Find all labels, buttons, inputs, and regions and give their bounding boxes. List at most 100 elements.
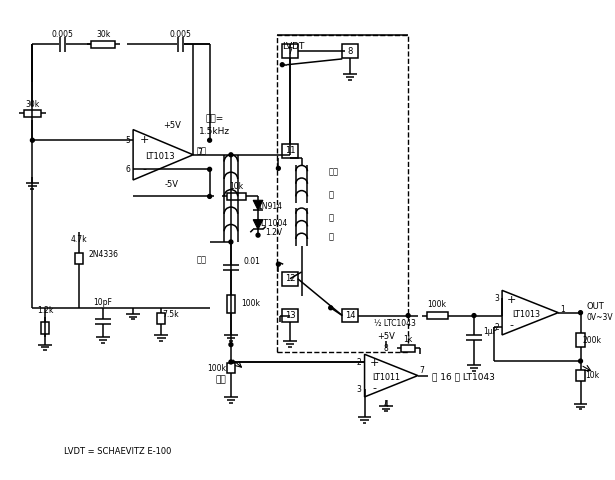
Text: 2: 2 [357, 358, 362, 367]
Text: +: + [370, 358, 379, 368]
Bar [157, 312, 165, 324]
Bar [402, 345, 415, 352]
Circle shape [229, 360, 233, 364]
Text: 红蓝: 红蓝 [329, 168, 339, 177]
Text: 黄红: 黄红 [197, 255, 207, 264]
Text: +5V: +5V [163, 121, 181, 130]
Text: 7: 7 [287, 47, 293, 56]
Text: LT1004: LT1004 [260, 219, 287, 228]
Text: 5: 5 [125, 136, 130, 145]
Bar [576, 370, 585, 382]
Text: 200k: 200k [582, 336, 601, 345]
Text: 100k: 100k [427, 300, 446, 310]
Bar [227, 193, 247, 200]
Circle shape [406, 313, 410, 317]
Text: 11: 11 [285, 146, 295, 156]
Text: OUT: OUT [586, 302, 604, 312]
Text: 8: 8 [384, 344, 388, 353]
Text: 至 16 脚 LT1043: 至 16 脚 LT1043 [432, 372, 495, 381]
Text: 2: 2 [494, 323, 499, 332]
Text: +: + [140, 135, 149, 145]
Text: 1: 1 [560, 305, 565, 314]
Text: 2N4336: 2N4336 [88, 250, 118, 259]
Bar [282, 272, 298, 286]
Bar [227, 363, 235, 372]
Text: 100k: 100k [207, 364, 226, 373]
Bar [343, 309, 358, 322]
Text: +5V: +5V [377, 332, 395, 341]
Bar [427, 312, 448, 319]
Circle shape [276, 262, 280, 266]
Polygon shape [253, 220, 263, 229]
Text: 10pF: 10pF [93, 299, 113, 308]
Text: LT1013: LT1013 [512, 310, 541, 319]
Text: 1.5kHz: 1.5kHz [199, 127, 230, 136]
Text: -: - [372, 383, 376, 393]
Text: 8: 8 [347, 47, 353, 56]
Circle shape [280, 63, 284, 67]
Text: 30k: 30k [25, 100, 39, 109]
Text: 3: 3 [357, 384, 362, 394]
Text: 频率=: 频率= [205, 114, 224, 123]
Text: 1N914: 1N914 [257, 202, 282, 211]
Text: LVDT: LVDT [282, 42, 304, 51]
Text: 10k: 10k [585, 371, 599, 380]
Text: 黄黑: 黄黑 [197, 146, 207, 156]
Circle shape [229, 240, 233, 244]
Text: LVDT = SCHAEVITZ E-100: LVDT = SCHAEVITZ E-100 [65, 446, 172, 456]
Text: 0.005: 0.005 [52, 30, 73, 39]
Text: 1μF: 1μF [483, 326, 498, 336]
Circle shape [329, 306, 333, 310]
Text: 0V~3V: 0V~3V [586, 313, 613, 322]
Text: 7: 7 [420, 366, 424, 375]
Text: LT1011: LT1011 [372, 373, 400, 382]
Bar [343, 44, 358, 58]
Text: 10k: 10k [229, 182, 244, 191]
Text: 4.7k: 4.7k [71, 235, 87, 243]
Bar [576, 333, 585, 348]
Text: 12: 12 [285, 274, 295, 283]
Circle shape [31, 138, 34, 142]
Text: -: - [143, 164, 147, 174]
Circle shape [229, 343, 233, 347]
Text: 0.005: 0.005 [170, 30, 191, 39]
Bar [282, 44, 298, 58]
Text: LT1013: LT1013 [145, 152, 175, 161]
Circle shape [256, 233, 260, 237]
Text: -5V: -5V [165, 180, 179, 189]
Text: 1.2k: 1.2k [37, 306, 53, 315]
Bar [92, 41, 115, 48]
Bar [75, 252, 83, 264]
Text: 6: 6 [125, 165, 130, 174]
Text: 4: 4 [383, 400, 388, 409]
Text: 0.01: 0.01 [244, 257, 261, 266]
Circle shape [579, 359, 582, 363]
Circle shape [229, 153, 233, 156]
Text: 14: 14 [345, 311, 355, 320]
Text: 7.5k: 7.5k [162, 310, 179, 319]
Circle shape [472, 313, 476, 317]
Circle shape [208, 194, 212, 198]
Text: 30k: 30k [96, 30, 110, 39]
Text: 绿: 绿 [329, 213, 334, 222]
Bar [227, 295, 235, 312]
Bar [282, 309, 298, 322]
Text: -: - [510, 320, 514, 330]
Text: ½ LTC1043: ½ LTC1043 [375, 319, 416, 328]
Text: 蓝: 蓝 [329, 190, 334, 199]
Bar [277, 35, 408, 352]
Text: 3: 3 [494, 294, 499, 302]
Text: 黑: 黑 [329, 233, 334, 241]
Text: 1k: 1k [403, 335, 413, 344]
Text: 1.2V: 1.2V [265, 228, 282, 237]
Text: 100k: 100k [241, 300, 260, 309]
Polygon shape [253, 200, 263, 210]
Text: +: + [507, 295, 517, 305]
Circle shape [276, 167, 280, 170]
Circle shape [208, 138, 212, 142]
Text: 13: 13 [285, 311, 295, 320]
Bar [282, 144, 298, 158]
Text: 调相: 调相 [215, 375, 226, 384]
Circle shape [579, 311, 582, 314]
Circle shape [208, 168, 212, 171]
